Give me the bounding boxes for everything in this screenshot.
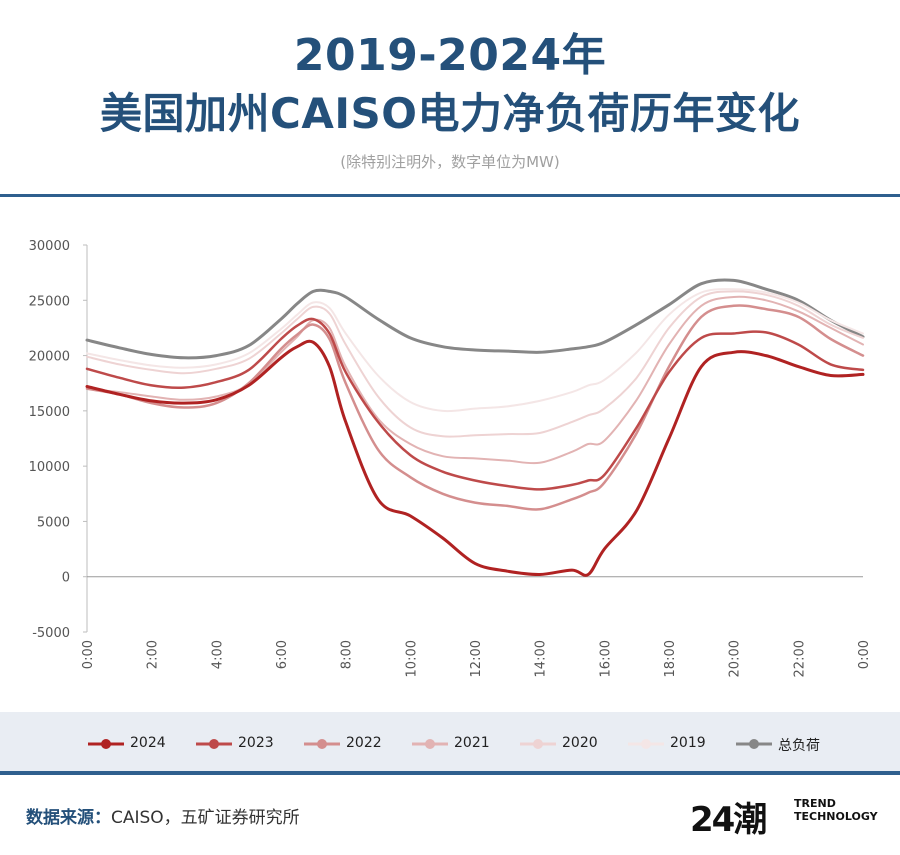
legend-bar: 2024 2023 2022 2021 2020 2019 总负荷 bbox=[0, 712, 900, 772]
series-line-2022 bbox=[85, 304, 865, 511]
logo-text-trend: TREND bbox=[794, 797, 836, 810]
legend-swatch bbox=[304, 739, 340, 749]
legend-label: 2022 bbox=[346, 735, 382, 751]
x-tick-label: 16:00 bbox=[598, 640, 613, 677]
source-text: CAISO，五矿证券研究所 bbox=[111, 808, 300, 828]
legend-label: 2021 bbox=[454, 735, 490, 751]
series-line-2019 bbox=[86, 288, 864, 413]
chart-legend: 2024 2023 2022 2021 2020 2019 总负荷 bbox=[0, 734, 900, 754]
legend-label: 2020 bbox=[562, 735, 598, 751]
series-line-2021 bbox=[86, 295, 864, 465]
legend-swatch bbox=[736, 739, 772, 749]
footer-divider bbox=[0, 771, 900, 775]
x-tick-label: 20:00 bbox=[728, 640, 743, 677]
data-source: 数据来源：CAISO，五矿证券研究所 bbox=[26, 803, 300, 828]
legend-swatch bbox=[196, 739, 232, 749]
y-tick-label: 5000 bbox=[37, 515, 70, 530]
logo-text-technology: TECHNOLOGY bbox=[794, 810, 878, 823]
y-tick-label: 10000 bbox=[29, 460, 70, 475]
legend-label: 2024 bbox=[130, 735, 166, 751]
chart-subtitle: (除特别注明外，数字单位为MW) bbox=[340, 153, 560, 171]
line-chart: -5000 0 5000 10000 15000 20000 25000 30000 0:00 2… bbox=[29, 239, 872, 677]
legend-swatch bbox=[88, 739, 124, 749]
x-tick-label: 10:00 bbox=[404, 640, 419, 677]
legend-swatch bbox=[520, 739, 556, 749]
series-line-2024 bbox=[85, 339, 865, 577]
y-tick-label: 20000 bbox=[29, 350, 70, 365]
x-tick-label: 4:00 bbox=[210, 640, 225, 669]
chart-title-line2: 美国加州CAISO电力净负荷历年变化 bbox=[100, 89, 800, 138]
x-tick-label: 12:00 bbox=[469, 640, 484, 677]
chart-title-line1: 2019-2024年 bbox=[293, 30, 607, 81]
x-tick-label: 6:00 bbox=[275, 640, 290, 669]
series-line-总负荷 bbox=[85, 278, 865, 360]
legend-swatch bbox=[628, 739, 664, 749]
x-tick-label: 8:00 bbox=[340, 640, 355, 669]
series-line-2023 bbox=[85, 317, 865, 491]
legend-swatch bbox=[412, 739, 448, 749]
series-line-2020 bbox=[86, 290, 864, 438]
logo-mark: 24潮 bbox=[690, 800, 767, 840]
legend-label: 总负荷 bbox=[778, 738, 820, 754]
x-tick-label: 22:00 bbox=[792, 640, 807, 677]
brand-logo: 24潮 TREND TECHNOLOGY bbox=[690, 792, 880, 840]
y-tick-label: 30000 bbox=[29, 239, 70, 254]
y-tick-label: 25000 bbox=[29, 294, 70, 309]
y-tick-label: 0 bbox=[62, 571, 70, 586]
x-tick-label: 0:00 bbox=[857, 640, 872, 669]
x-tick-label: 18:00 bbox=[663, 640, 678, 677]
y-tick-label: -5000 bbox=[32, 626, 70, 641]
source-label: 数据来源： bbox=[26, 808, 111, 828]
header-divider bbox=[0, 194, 900, 197]
x-tick-label: 2:00 bbox=[146, 640, 161, 669]
y-tick-label: 15000 bbox=[29, 405, 70, 420]
x-tick-label: 0:00 bbox=[81, 640, 96, 669]
legend-label: 2023 bbox=[238, 735, 274, 751]
x-tick-label: 14:00 bbox=[534, 640, 549, 677]
legend-label: 2019 bbox=[670, 735, 706, 751]
